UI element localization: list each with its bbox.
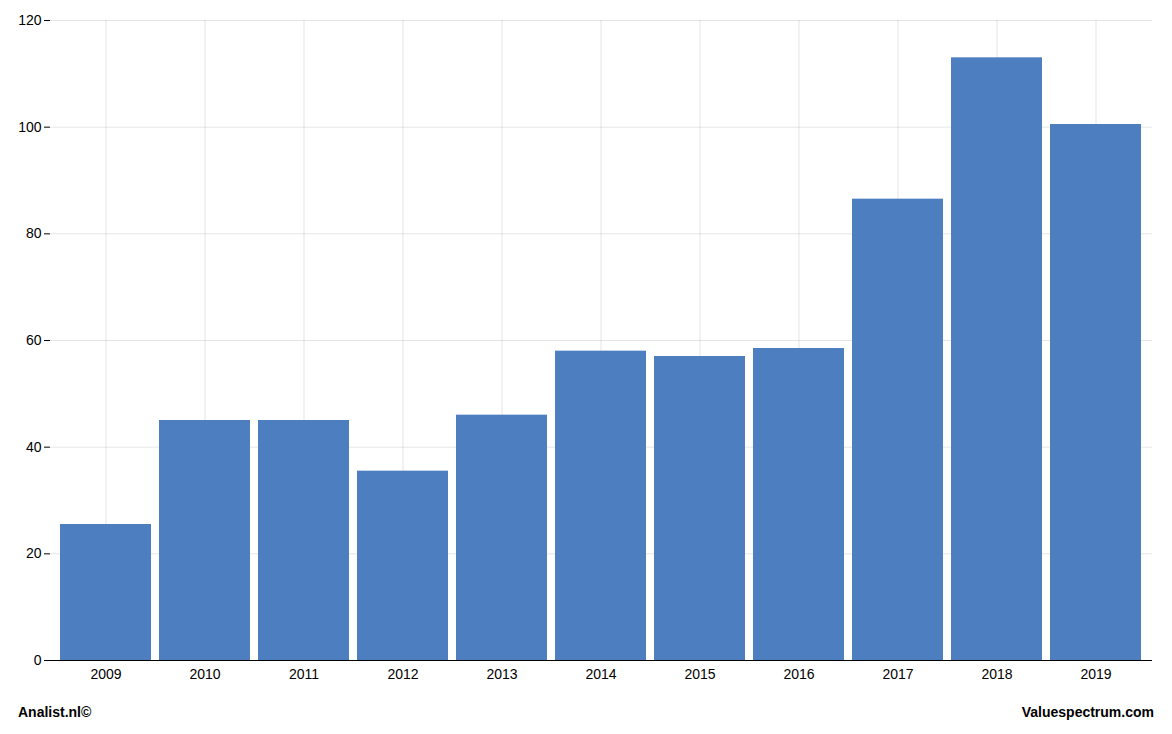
svg-text:2014: 2014 [585,666,616,682]
svg-text:0: 0 [34,652,42,668]
svg-text:2018: 2018 [981,666,1012,682]
svg-text:2016: 2016 [783,666,814,682]
svg-text:2013: 2013 [486,666,517,682]
svg-text:2010: 2010 [189,666,220,682]
svg-text:2012: 2012 [387,666,418,682]
html-text:Valuespectrum.com: Valuespectrum.com [1021,704,1154,720]
svg-text:2017: 2017 [882,666,913,682]
svg-text:2015: 2015 [684,666,715,682]
svg-text:2011: 2011 [289,666,319,682]
svg-text:2009: 2009 [90,666,121,682]
svg-text:20: 20 [26,545,42,561]
svg-text:120: 120 [18,12,42,28]
svg-text:100: 100 [18,119,42,135]
svg-text:80: 80 [26,225,42,241]
svg-text:40: 40 [26,439,42,455]
svg-text:60: 60 [26,332,42,348]
svg-text:2019: 2019 [1080,666,1111,682]
html-text:Analist.nl©: Analist.nl© [18,704,92,720]
